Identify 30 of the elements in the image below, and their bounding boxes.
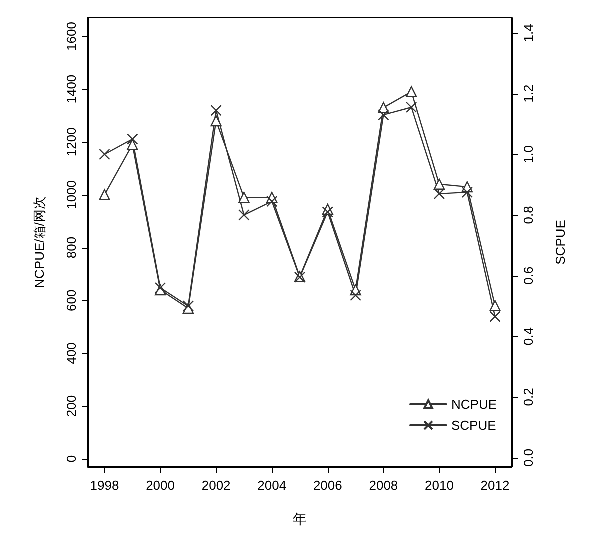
x-tick-label: 2002 [202,478,231,493]
y2-axis-title: SCPUE [553,220,568,265]
y2-tick-label: 0.2 [521,388,536,406]
x-tick-label: 2008 [369,478,398,493]
y2-tick-label: 0.6 [521,266,536,285]
y-tick-label: 1200 [64,128,79,157]
legend-label: SCPUE [451,418,497,433]
y-tick-label: 600 [64,290,79,312]
x-tick-label: 2000 [146,478,175,493]
x-tick-label: 1998 [90,478,120,493]
y-tick-label: 800 [64,236,79,259]
y2-tick-label: 0.4 [521,328,536,346]
y-tick-label: 1600 [64,22,79,51]
y2-tick-label: 1.2 [521,84,536,103]
x-tick-label: 2010 [425,478,454,493]
x-axis-title: 年 [293,511,307,527]
y2-tick-label: 0.8 [521,206,536,224]
x-tick-label: 2006 [313,478,342,493]
legend-label: NCPUE [451,397,498,412]
x-tick-label: 2004 [258,478,287,493]
y-tick-label: 200 [64,395,79,418]
y-tick-label: 1000 [64,180,79,210]
y2-tick-label: 0.0 [521,448,536,467]
y-tick-label: 0 [64,455,79,463]
x-tick-label: 2012 [480,478,510,493]
y2-tick-label: 1.4 [521,24,536,42]
y-axis-title: NCPUE/箱/网次 [32,196,47,288]
y-tick-label: 400 [64,342,79,364]
y-tick-label: 1400 [64,74,79,104]
y2-tick-label: 1.0 [521,145,536,164]
